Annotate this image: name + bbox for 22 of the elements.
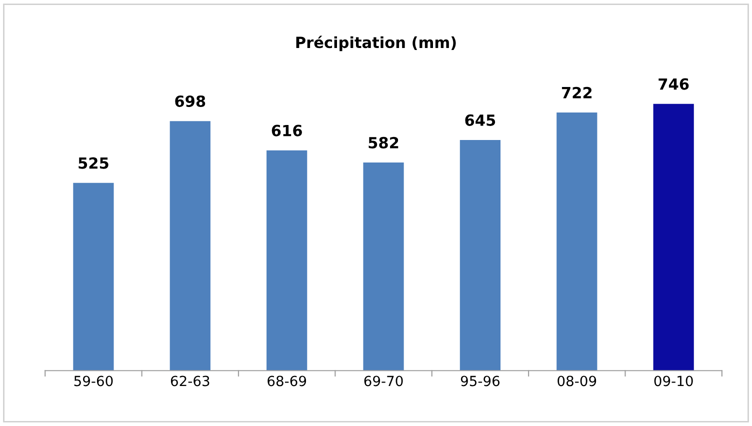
bar: [653, 104, 694, 371]
x-tick-label: 09-10: [654, 376, 693, 386]
x-tick-label: 68-69: [268, 376, 306, 386]
data-label: 746: [658, 78, 689, 90]
bar: [266, 150, 308, 371]
bar: [73, 182, 114, 371]
x-tick-label: 62-63: [170, 376, 210, 386]
bar: [556, 112, 598, 371]
x-tick-label: 69-70: [364, 376, 403, 386]
data-label: 722: [562, 86, 592, 98]
bar: [170, 121, 210, 371]
bar: [460, 140, 501, 371]
x-tick-label: 59-60: [74, 376, 113, 386]
data-label: 582: [368, 136, 398, 148]
x-tick-label: 08-09: [558, 376, 596, 386]
bar: [363, 162, 404, 371]
data-label: 645: [465, 114, 496, 126]
data-label: 525: [78, 157, 108, 169]
chart-title: Précipitation (mm): [296, 36, 456, 52]
data-label: 698: [175, 95, 206, 107]
data-label: 616: [272, 124, 302, 136]
x-tick-label: 95-96: [460, 376, 500, 386]
